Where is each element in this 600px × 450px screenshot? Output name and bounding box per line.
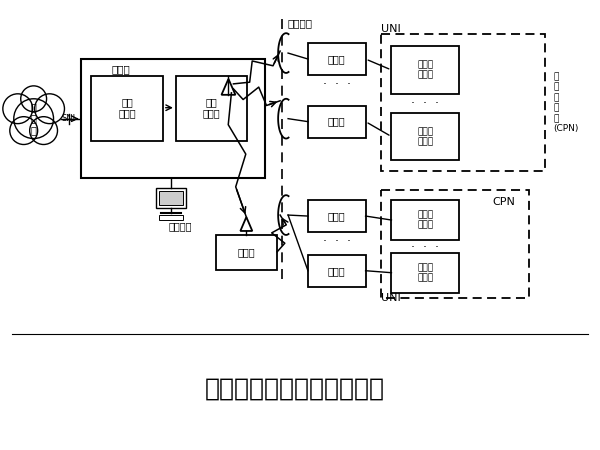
Text: 网管系统: 网管系统	[169, 221, 193, 231]
Text: 用
户
驻
地
网
(CPN): 用 户 驻 地 网 (CPN)	[553, 72, 579, 133]
Text: 终端站: 终端站	[328, 211, 346, 221]
Text: CPN: CPN	[492, 197, 515, 207]
Text: 微波视频分配系统基本原理: 微波视频分配系统基本原理	[205, 377, 385, 401]
Bar	[382, 34, 545, 171]
Text: 中心
射频站: 中心 射频站	[203, 97, 220, 118]
Text: 中心站: 中心站	[112, 64, 130, 74]
Bar	[391, 46, 459, 94]
Bar	[308, 200, 365, 232]
Text: 用户终
端设备: 用户终 端设备	[417, 60, 433, 80]
Text: 用户终
端设备: 用户终 端设备	[417, 210, 433, 230]
Circle shape	[35, 94, 64, 124]
Bar	[391, 200, 459, 240]
Text: UNI: UNI	[382, 24, 401, 34]
Bar	[159, 191, 183, 205]
Bar	[91, 76, 163, 140]
Text: 用户终
端设备: 用户终 端设备	[417, 127, 433, 146]
Text: SNI: SNI	[61, 114, 76, 123]
Bar	[382, 190, 529, 297]
Circle shape	[3, 94, 32, 124]
Bar	[82, 59, 265, 178]
Bar	[308, 255, 365, 287]
Text: 接力站: 接力站	[238, 247, 255, 257]
Text: 中心
控制站: 中心 控制站	[118, 97, 136, 118]
Bar	[176, 76, 247, 140]
Text: 核
心
网: 核 心 网	[31, 102, 37, 135]
Bar	[308, 43, 365, 75]
Circle shape	[29, 117, 58, 144]
Text: ·  ·  ·: · · ·	[411, 241, 439, 254]
Circle shape	[14, 99, 53, 139]
Text: 空中接口: 空中接口	[287, 18, 312, 28]
Text: 终端站: 终端站	[328, 266, 346, 276]
Circle shape	[21, 86, 47, 112]
Text: 终端站: 终端站	[328, 117, 346, 126]
Text: ·  ·  ·: · · ·	[323, 235, 351, 248]
Text: ·  ·  ·: · · ·	[323, 78, 351, 91]
Circle shape	[10, 117, 38, 144]
Text: ·  ·  ·: · · ·	[411, 97, 439, 110]
Text: UNI: UNI	[382, 292, 401, 302]
Text: 终端站: 终端站	[328, 54, 346, 64]
Bar	[391, 253, 459, 292]
Bar	[159, 215, 183, 220]
Bar	[215, 235, 277, 270]
Bar	[391, 112, 459, 160]
Bar	[156, 188, 186, 208]
Text: 用户终
端设备: 用户终 端设备	[417, 263, 433, 283]
Bar	[308, 106, 365, 138]
